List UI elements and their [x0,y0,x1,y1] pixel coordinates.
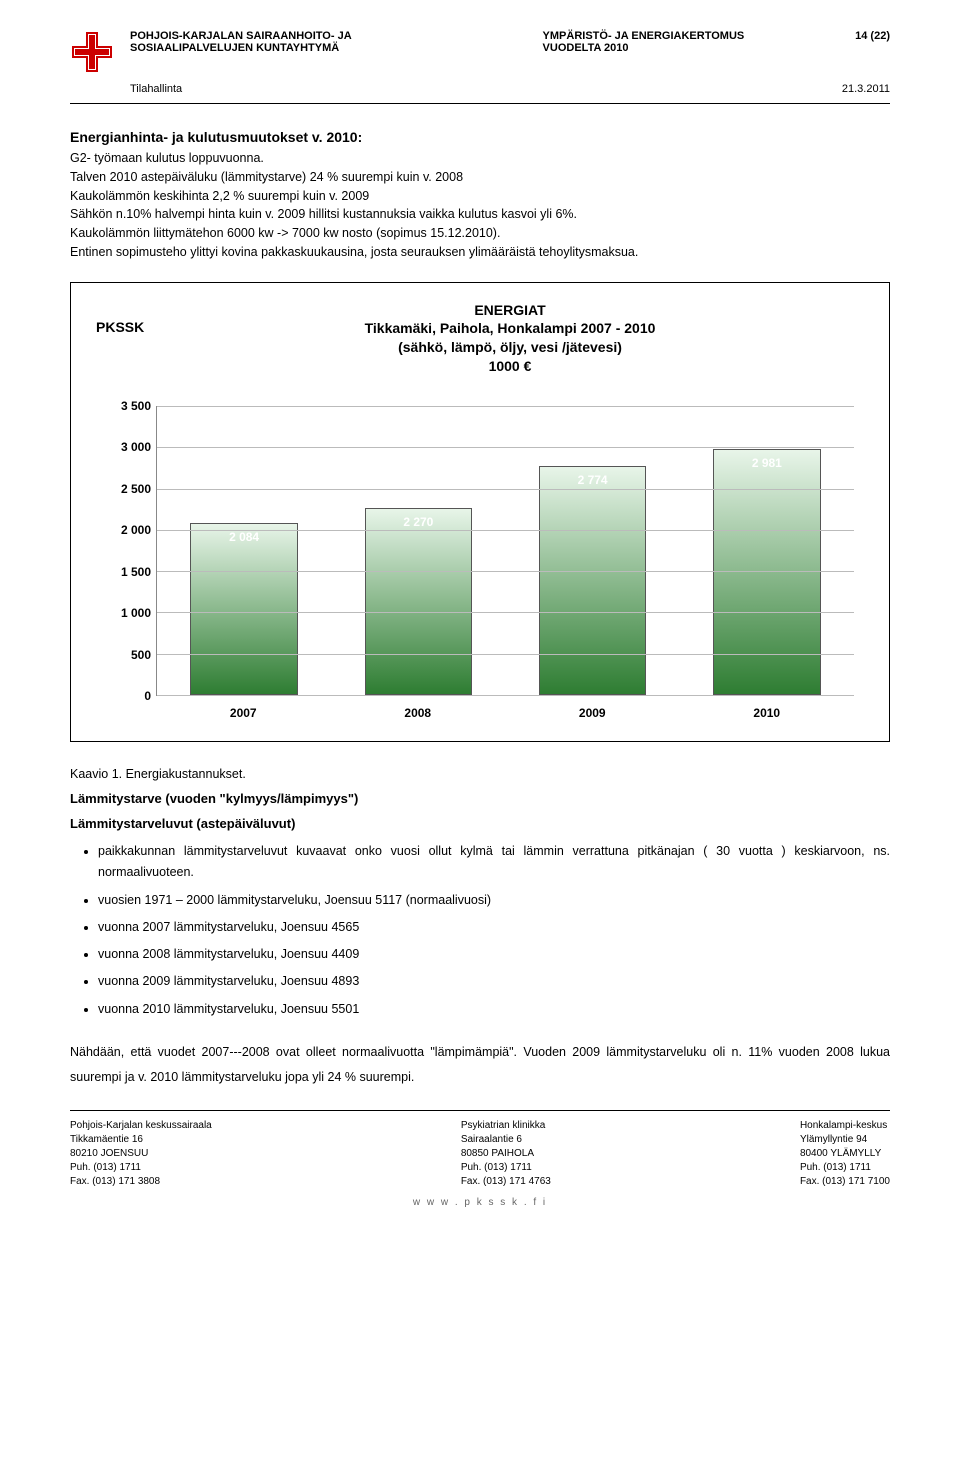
energy-chart: PKSSK ENERGIAT Tikkamäki, Paihola, Honka… [70,282,890,743]
chart-title-l2: Tikkamäki, Paihola, Honkalampi 2007 - 20… [216,319,804,338]
y-axis-label: 0 [106,689,151,703]
y-axis-label: 1 500 [106,565,151,579]
list-item: vuonna 2010 lämmitystarveluku, Joensuu 5… [98,999,890,1020]
footer-line: 80850 PAIHOLA [461,1147,551,1161]
footer-line: Tikkamäentie 16 [70,1133,212,1147]
chart-title: ENERGIAT Tikkamäki, Paihola, Honkalampi … [216,301,804,377]
bar-slot: 2 270 [342,406,495,695]
footer-line: Honkalampi-keskus [800,1119,890,1133]
gridline [157,447,854,448]
gridline [157,612,854,613]
footer-line: Psykiatrian klinikka [461,1119,551,1133]
chart-title-l1: ENERGIAT [216,301,804,320]
bullet-list: paikkakunnan lämmitystarveluvut kuvaavat… [70,841,890,1020]
footer-col-2: Psykiatrian klinikkaSairaalantie 680850 … [461,1119,551,1189]
footer-url: w w w . p k s s k . f i [70,1197,890,1208]
report-line1: YMPÄRISTÖ- JA ENERGIAKERTOMUS [543,30,745,42]
section-title: Energianhinta- ja kulutusmuutokset v. 20… [70,129,890,145]
x-axis-label: 2007 [166,701,320,726]
org-line1: POHJOIS-KARJALAN SAIRAANHOITO- JA [130,30,352,42]
dept: Tilahallinta [130,83,602,95]
footer-divider [70,1110,890,1111]
bar-value-label: 2 774 [540,473,645,487]
x-axis-label: 2009 [515,701,669,726]
gridline [157,406,854,407]
subsection-1: Lämmitystarve (vuoden "kylmyys/lämpimyys… [70,791,890,806]
footer-line: 80210 JOENSUU [70,1147,212,1161]
bar-slot: 2 084 [167,406,320,695]
page-number: 14 (22) [855,30,890,54]
y-axis-label: 1 000 [106,606,151,620]
chart-org-label: PKSSK [96,301,216,335]
chart-caption: Kaavio 1. Energiakustannukset. [70,767,890,781]
x-axis-label: 2008 [341,701,495,726]
footer-col-3: Honkalampi-keskusYlämyllyntie 9480400 YL… [800,1119,890,1189]
date: 21.3.2011 [842,83,890,95]
header-divider [70,103,890,104]
closing-paragraph: Nähdään, että vuodet 2007---2008 ovat ol… [70,1040,890,1090]
bar: 2 084 [190,523,297,695]
bar-value-label: 2 981 [714,456,819,470]
gridline [157,530,854,531]
body-text: G2- työmaan kulutus loppuvuonna.Talven 2… [70,149,890,262]
footer-line: Puh. (013) 1711 [800,1161,890,1175]
subheader: Tilahallinta 21.3.2011 [130,83,890,95]
chart-title-l3: (sähkö, lämpö, öljy, vesi /jätevesi) [216,338,804,357]
gridline [157,654,854,655]
bar-value-label: 2 270 [366,515,471,529]
bar-slot: 2 981 [690,406,843,695]
footer-col-1: Pohjois-Karjalan keskussairaalaTikkamäen… [70,1119,212,1189]
gridline [157,489,854,490]
y-axis-label: 3 000 [106,440,151,454]
list-item: paikkakunnan lämmitystarveluvut kuvaavat… [98,841,890,884]
list-item: vuonna 2007 lämmitystarveluku, Joensuu 4… [98,917,890,938]
footer-line: Sairaalantie 6 [461,1133,551,1147]
footer-line: Pohjois-Karjalan keskussairaala [70,1119,212,1133]
list-item: vuosien 1971 – 2000 lämmitystarveluku, J… [98,890,890,911]
header-org: POHJOIS-KARJALAN SAIRAANHOITO- JA SOSIAA… [130,30,352,54]
chart-area: 2 084 2 270 2 774 2 981 2007 2008 2009 2010 0 5… [106,406,864,726]
page-header: POHJOIS-KARJALAN SAIRAANHOITO- JA SOSIAA… [70,30,890,78]
list-item: vuonna 2008 lämmitystarveluku, Joensuu 4… [98,944,890,965]
subsection-2: Lämmitystarveluvut (astepäiväluvut) [70,816,890,831]
footer-line: Ylämyllyntie 94 [800,1133,890,1147]
chart-title-l4: 1000 € [216,357,804,376]
y-axis-label: 2 500 [106,482,151,496]
footer: Pohjois-Karjalan keskussairaalaTikkamäen… [70,1119,890,1189]
footer-line: 80400 YLÄMYLLY [800,1147,890,1161]
gridline [157,695,854,696]
bar: 2 774 [539,466,646,695]
footer-line: Fax. (013) 171 4763 [461,1175,551,1189]
bar-value-label: 2 084 [191,530,296,544]
y-axis-label: 2 000 [106,523,151,537]
gridline [157,571,854,572]
footer-line: Puh. (013) 1711 [461,1161,551,1175]
bar: 2 270 [365,508,472,695]
x-axis-label: 2010 [690,701,844,726]
footer-line: Fax. (013) 171 7100 [800,1175,890,1189]
footer-line: Fax. (013) 171 3808 [70,1175,212,1189]
y-axis-label: 500 [106,648,151,662]
org-line2: SOSIAALIPALVELUJEN KUNTAYHTYMÄ [130,42,352,54]
footer-line: Puh. (013) 1711 [70,1161,212,1175]
list-item: vuonna 2009 lämmitystarveluku, Joensuu 4… [98,971,890,992]
report-line2: VUODELTA 2010 [543,42,745,54]
y-axis-label: 3 500 [106,399,151,413]
header-report: YMPÄRISTÖ- JA ENERGIAKERTOMUS VUODELTA 2… [543,30,745,54]
logo [70,30,118,78]
bar-slot: 2 774 [516,406,669,695]
